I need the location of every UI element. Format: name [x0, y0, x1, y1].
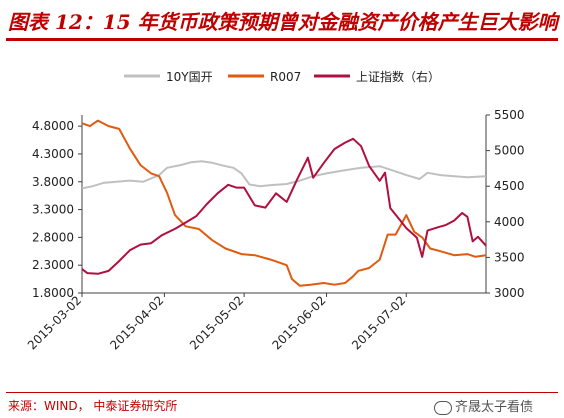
- y-left-tick-label: 4.3000: [32, 147, 74, 161]
- wechat-icon: [434, 400, 452, 415]
- x-tick-label: 2015-05-02: [187, 293, 246, 352]
- x-tick-label: 2015-06-02: [269, 293, 328, 352]
- y-left-tick-label: 3.3000: [32, 203, 74, 217]
- y-left-tick-label: 2.8000: [32, 230, 74, 244]
- series-lines: [81, 119, 487, 287]
- x-tick-label: 2015-03-02: [25, 293, 84, 352]
- y-right-tick-label: 3000: [494, 286, 525, 300]
- axes: 1.8000 2.3000 2.8000 3.3000 3.8000 4.3000 4.80…: [25, 108, 525, 352]
- legend-label-10y: 10Y国开: [166, 70, 213, 84]
- y-left-tick-label: 2.3000: [32, 258, 74, 272]
- footer-divider: [6, 392, 558, 393]
- watermark: 齐晟太子看债: [434, 396, 533, 415]
- chart-title: 图表 12：15 年货币政策预期曾对金融资产价格产生巨大影响: [8, 10, 558, 34]
- line-chart: 10Y国开 R007 上证指数（右） 1.8000 2.3000 2.8000 3.3…: [25, 69, 525, 352]
- series-line-10y-guokai: [81, 160, 487, 190]
- y-left-tick-label: 3.8000: [32, 175, 74, 189]
- watermark-text: 齐晟太子看债: [455, 400, 534, 415]
- y-right-tick-label: 4500: [494, 179, 525, 193]
- y-right-tick-label: 3500: [494, 250, 525, 264]
- y-left-tick-label: 1.8000: [32, 286, 74, 300]
- legend: 10Y国开 R007 上证指数（右）: [124, 69, 440, 84]
- y-right-tick-label: 4000: [494, 215, 525, 229]
- legend-label-r007: R007: [270, 70, 301, 84]
- series-line-r007: [81, 119, 487, 287]
- x-tick-label: 2015-04-02: [107, 293, 166, 352]
- title-bar: 图表 12：15 年货币政策预期曾对金融资产价格产生巨大影响: [6, 0, 558, 41]
- source-note: 来源：WIND， 中泰证券研究所: [8, 399, 178, 413]
- y-right-tick-label: 5500: [494, 108, 525, 122]
- series-line-shanghai-index: [81, 137, 487, 275]
- y-left-tick-label: 4.8000: [32, 119, 74, 133]
- x-tick-label: 2015-07-02: [349, 293, 408, 352]
- legend-label-sh: 上证指数（右）: [356, 69, 440, 84]
- y-right-tick-label: 5000: [494, 144, 525, 158]
